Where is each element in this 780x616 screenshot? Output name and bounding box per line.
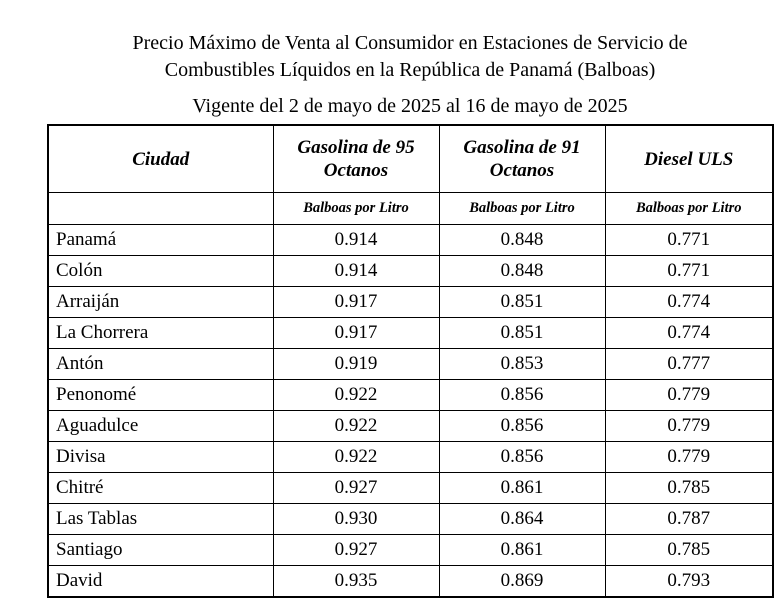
price-cell: 0.935 xyxy=(272,565,440,598)
price-cell: 0.927 xyxy=(272,472,440,504)
price-cell: 0.927 xyxy=(272,534,440,566)
price-cell: 0.771 xyxy=(604,224,774,256)
data-row: Penonomé 0.922 0.856 0.779 xyxy=(47,379,774,411)
data-row: Panamá 0.914 0.848 0.771 xyxy=(47,224,774,256)
column-header: Gasolina de 91 Octanos xyxy=(438,124,606,193)
price-cell: 0.919 xyxy=(272,348,440,380)
city-cell: Chitré xyxy=(47,472,274,504)
column-header: Gasolina de 95 Octanos xyxy=(272,124,440,193)
data-row: Las Tablas 0.930 0.864 0.787 xyxy=(47,503,774,535)
validity: Vigente del 2 de mayo de 2025 al 16 de m… xyxy=(192,95,628,117)
price-cell: 0.777 xyxy=(604,348,774,380)
city-cell: Panamá xyxy=(47,224,274,256)
price-cell: 0.793 xyxy=(604,565,774,598)
price-cell: 0.848 xyxy=(438,255,606,287)
price-cell: 0.848 xyxy=(438,224,606,256)
data-row: Chitré 0.927 0.861 0.785 xyxy=(47,472,774,504)
data-row: La Chorrera 0.917 0.851 0.774 xyxy=(47,317,774,349)
price-cell: 0.779 xyxy=(604,379,774,411)
data-row: Santiago 0.927 0.861 0.785 xyxy=(47,534,774,566)
price-cell: 0.779 xyxy=(604,410,774,442)
city-cell: Antón xyxy=(47,348,274,380)
price-cell: 0.930 xyxy=(272,503,440,535)
title-line: Precio Máximo de Venta al Consumidor en … xyxy=(132,32,688,54)
unit-label: Balboas por Litro xyxy=(272,192,440,225)
data-row: Colón 0.914 0.848 0.771 xyxy=(47,255,774,287)
data-row: David 0.935 0.869 0.793 xyxy=(47,565,774,598)
price-cell: 0.917 xyxy=(272,317,440,349)
price-cell: 0.869 xyxy=(438,565,606,598)
column-header: Diesel ULS xyxy=(604,124,774,193)
column-header: Ciudad xyxy=(47,124,274,193)
price-cell: 0.785 xyxy=(604,534,774,566)
price-cell: 0.922 xyxy=(272,410,440,442)
city-cell: Divisa xyxy=(47,441,274,473)
price-cell: 0.856 xyxy=(438,379,606,411)
price-cell: 0.853 xyxy=(438,348,606,380)
city-cell: Aguadulce xyxy=(47,410,274,442)
price-cell: 0.851 xyxy=(438,286,606,318)
unit-label: Balboas por Litro xyxy=(604,192,774,225)
city-cell: Colón xyxy=(47,255,274,287)
price-cell: 0.861 xyxy=(438,472,606,504)
city-cell: David xyxy=(47,565,274,598)
price-cell: 0.914 xyxy=(272,224,440,256)
price-cell: 0.922 xyxy=(272,379,440,411)
data-row: Antón 0.919 0.853 0.777 xyxy=(47,348,774,380)
data-row: Divisa 0.922 0.856 0.779 xyxy=(47,441,774,473)
price-cell: 0.785 xyxy=(604,472,774,504)
price-cell: 0.787 xyxy=(604,503,774,535)
price-cell: 0.779 xyxy=(604,441,774,473)
price-table: Ciudad Gasolina de 95 Octanos Gasolina de … xyxy=(47,124,774,598)
price-cell: 0.861 xyxy=(438,534,606,566)
price-cell: 0.914 xyxy=(272,255,440,287)
price-cell: 0.774 xyxy=(604,317,774,349)
price-cell: 0.856 xyxy=(438,441,606,473)
unit-label: Balboas por Litro xyxy=(438,192,606,225)
price-cell: 0.917 xyxy=(272,286,440,318)
data-row: Arraiján 0.917 0.851 0.774 xyxy=(47,286,774,318)
price-cell: 0.922 xyxy=(272,441,440,473)
city-cell: La Chorrera xyxy=(47,317,274,349)
price-cell: 0.771 xyxy=(604,255,774,287)
units-row: Balboas por Litro Balboas por Litro Balboa… xyxy=(47,192,774,225)
empty-cell xyxy=(47,192,274,225)
data-row: Aguadulce 0.922 0.856 0.779 xyxy=(47,410,774,442)
title-line: Combustibles Líquidos en la República de… xyxy=(164,59,656,81)
price-cell: 0.774 xyxy=(604,286,774,318)
city-cell: Penonomé xyxy=(47,379,274,411)
price-cell: 0.851 xyxy=(438,317,606,349)
city-cell: Las Tablas xyxy=(47,503,274,535)
city-cell: Santiago xyxy=(47,534,274,566)
price-cell: 0.864 xyxy=(438,503,606,535)
city-cell: Arraiján xyxy=(47,286,274,318)
price-cell: 0.856 xyxy=(438,410,606,442)
header-row: Ciudad Gasolina de 95 Octanos Gasolina de … xyxy=(47,124,774,193)
